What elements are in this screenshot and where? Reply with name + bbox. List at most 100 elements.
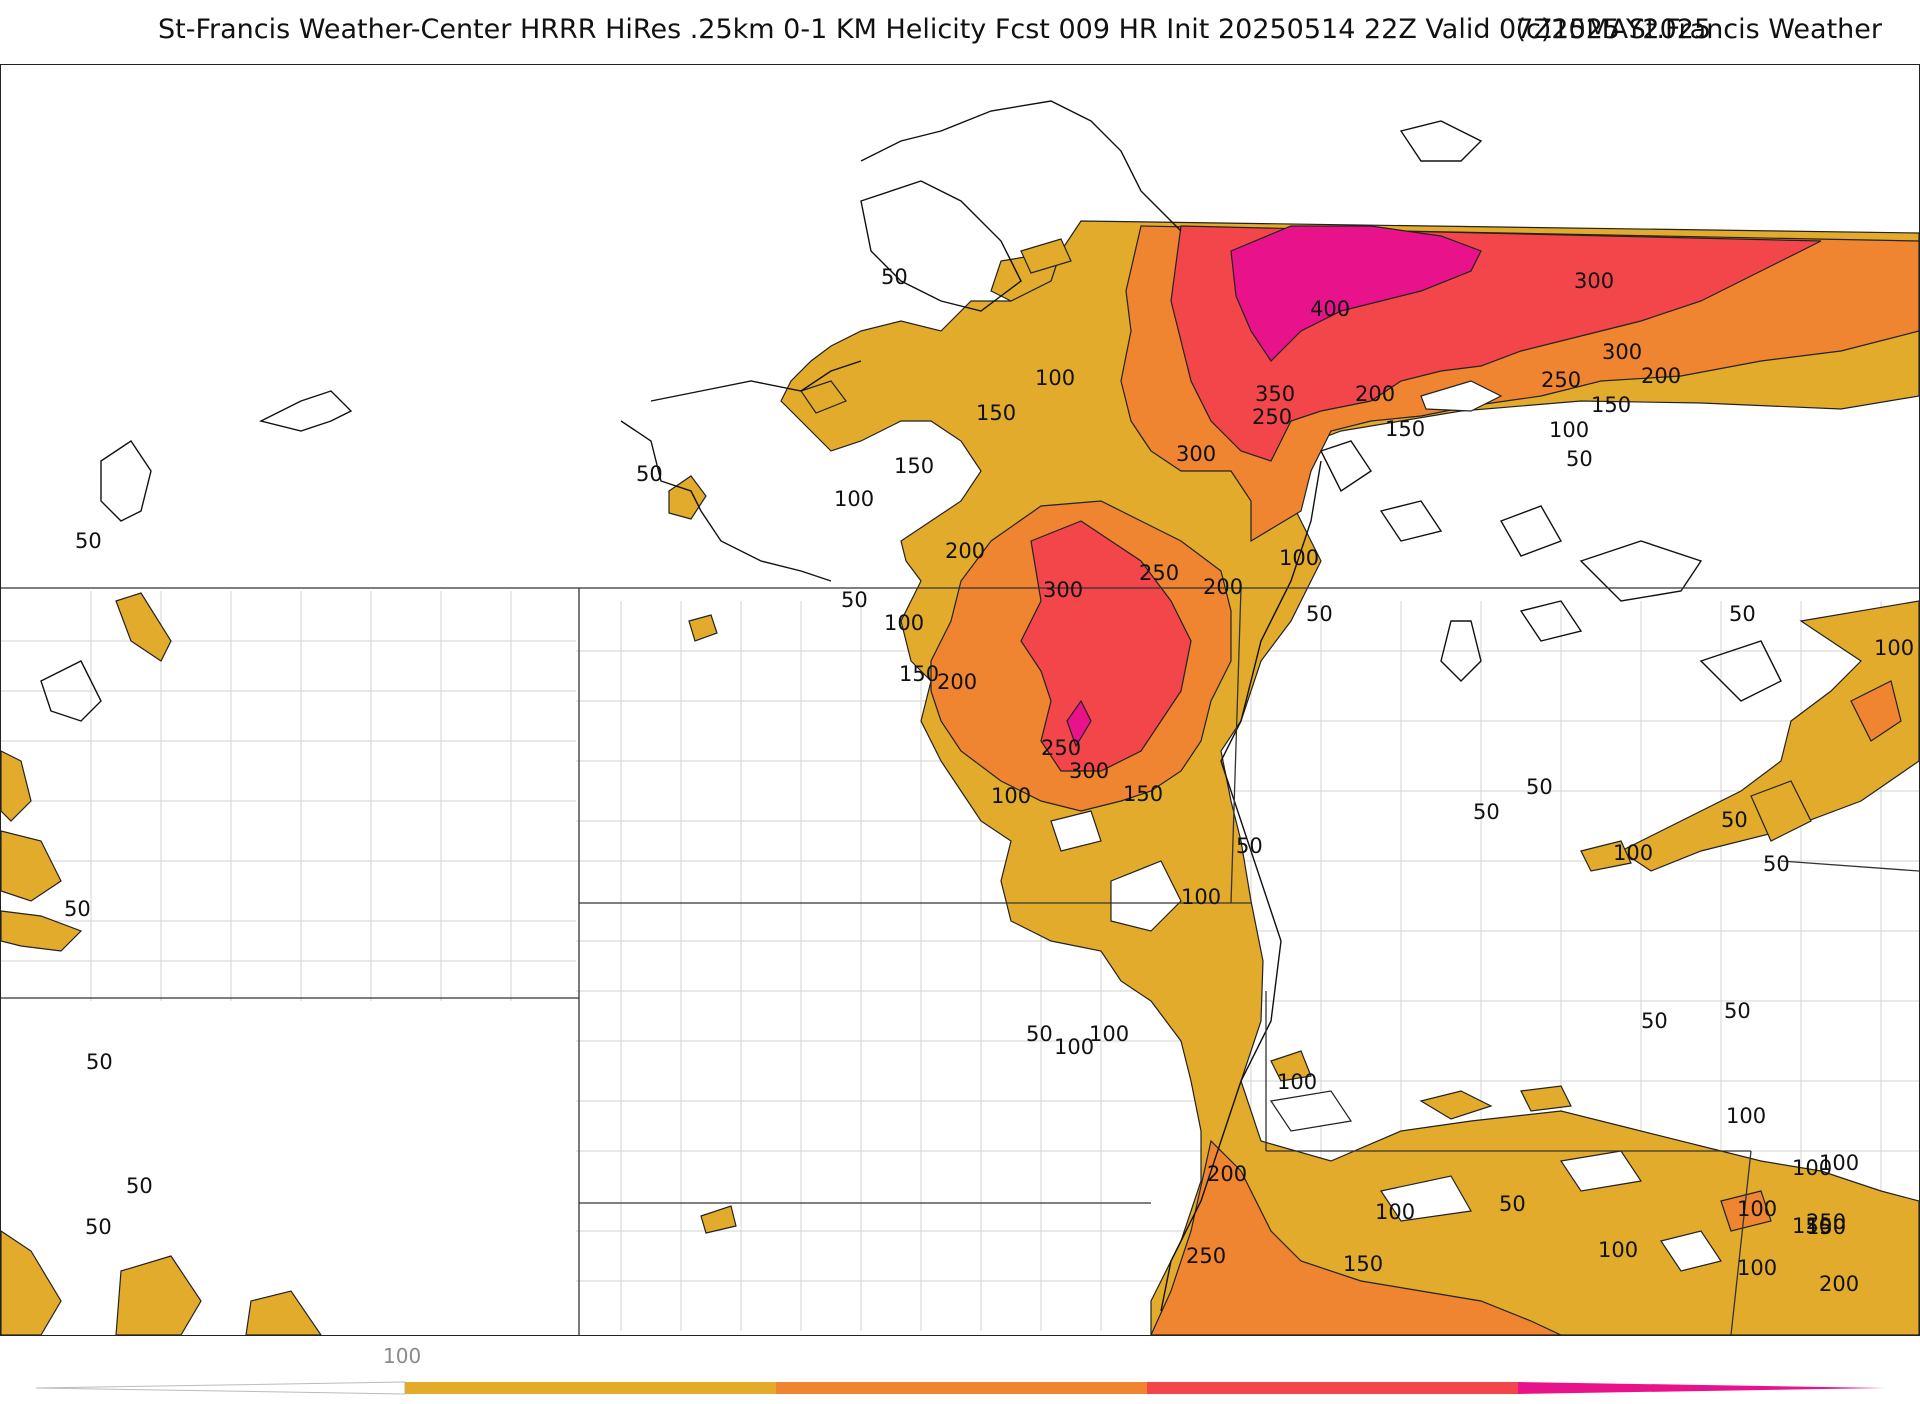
contour-label: 250 xyxy=(1139,561,1179,585)
contour-label: 50 xyxy=(1729,602,1756,626)
fill-level-1-blob xyxy=(1270,1050,1312,1082)
contour-label: 300 xyxy=(1574,269,1614,293)
contour-label: 100 xyxy=(1549,418,1589,442)
color-legend: 100 xyxy=(0,1340,1920,1400)
contour-label: 50 xyxy=(1473,800,1500,824)
helicity-fill xyxy=(1,220,1919,1335)
legend-low-triangle xyxy=(35,1381,406,1395)
helicity-map: 50 50 50 50 50 50 50 50 50 50 50 50 50 5… xyxy=(0,64,1920,1336)
contour-label: 200 xyxy=(945,539,985,563)
contour-label: 100 xyxy=(1792,1156,1832,1180)
contour-label: 150 xyxy=(1123,782,1163,806)
contour-label: 50 xyxy=(636,462,663,486)
contour-label: 150 xyxy=(1343,1252,1383,1276)
coastlines xyxy=(40,100,1782,1312)
fill-level-1-main xyxy=(780,220,1919,1335)
contour-label: 100 xyxy=(1035,366,1075,390)
contour-label: 250 xyxy=(1541,368,1581,392)
contour-label: 150 xyxy=(899,662,939,686)
contour-label: 100 xyxy=(1375,1200,1415,1224)
contour-label: 300 xyxy=(1602,340,1642,364)
contour-label: 50 xyxy=(1721,808,1748,832)
contour-label: 50 xyxy=(1499,1192,1526,1216)
contour-label: 250 xyxy=(1041,736,1081,760)
contour-label: 50 xyxy=(1641,1009,1668,1033)
fill-level-1-blob xyxy=(1,750,32,822)
fill-level-1-blob xyxy=(1750,780,1812,842)
fill-level-1-blob xyxy=(1580,840,1632,872)
fill-level-2-south xyxy=(1150,1139,1562,1335)
legend-level-4-triangle xyxy=(1518,1382,1885,1394)
contour-label: 100 xyxy=(1181,885,1221,909)
fill-level-4-spot xyxy=(1066,699,1092,748)
contour-label: 50 xyxy=(1236,834,1263,858)
contour-label: 200 xyxy=(1355,382,1395,406)
legend-level-2 xyxy=(776,1382,1147,1394)
contour-label: 50 xyxy=(1763,852,1790,876)
legend-bar xyxy=(35,1381,1885,1395)
contour-label: 200 xyxy=(937,670,977,694)
contour-label: 250 xyxy=(1806,1210,1846,1234)
contour-label: 50 xyxy=(1026,1022,1053,1046)
fill-level-1-blob xyxy=(1,1230,62,1335)
map-canvas: 50 50 50 50 50 50 50 50 50 50 50 50 50 5… xyxy=(1,100,1919,1335)
fill-level-1-blob xyxy=(800,380,847,414)
contour-label: 50 xyxy=(1306,602,1333,626)
fill-level-1-blob xyxy=(668,475,707,520)
contour-label: 150 xyxy=(1591,393,1631,417)
fill-level-1-blob xyxy=(688,614,718,642)
contour-label: 200 xyxy=(1819,1272,1859,1296)
contour-label: 100 xyxy=(1874,636,1914,660)
contour-label: 250 xyxy=(1252,405,1292,429)
contour-label: 50 xyxy=(841,588,868,612)
legend-level-3 xyxy=(1147,1382,1518,1394)
contour-label: 200 xyxy=(1207,1162,1247,1186)
contour-label: 50 xyxy=(1724,999,1751,1023)
contour-label: 400 xyxy=(1310,297,1350,321)
contour-label: 50 xyxy=(85,1215,112,1239)
contour-label: 100 xyxy=(1613,841,1653,865)
contour-label: 150 xyxy=(1792,1214,1832,1238)
contour-labels: 50 50 50 50 50 50 50 50 50 50 50 50 50 5… xyxy=(64,265,1914,1296)
fill-level-1-blob xyxy=(700,1205,737,1234)
contour-label: 150 xyxy=(894,454,934,478)
fill-level-1-blob xyxy=(115,1255,202,1335)
fill-level-1-blob xyxy=(245,1290,322,1335)
map-title: St-Francis Weather-Center HRRR HiRes .25… xyxy=(158,14,1712,45)
contour-label: 100 xyxy=(834,487,874,511)
fill-level-1-blob xyxy=(1,910,83,952)
contour-label: 50 xyxy=(86,1050,113,1074)
contour-label: 150 xyxy=(1385,417,1425,441)
contour-label: 250 xyxy=(1186,1244,1226,1268)
fill-level-1-blob xyxy=(1520,1085,1572,1112)
contour-label: 100 xyxy=(1598,1238,1638,1262)
contour-label: 50 xyxy=(64,897,91,921)
contour-label: 100 xyxy=(884,611,924,635)
legend-level-1 xyxy=(405,1382,776,1394)
copyright-text: (c)2025 St.Francis Weather xyxy=(1515,14,1882,45)
fill-level-4-core xyxy=(1230,225,1482,362)
state-boundaries xyxy=(1,587,1919,1335)
contour-label: 100 xyxy=(1737,1256,1777,1280)
contour-label: 300 xyxy=(1043,578,1083,602)
fill-level-2-blob xyxy=(1850,680,1902,742)
contour-label: 50 xyxy=(75,529,102,553)
fill-level-1-blob xyxy=(115,592,172,662)
contour-label: 200 xyxy=(1641,364,1681,388)
contour-label: 350 xyxy=(1255,382,1295,406)
contour-label: 300 xyxy=(1176,442,1216,466)
contour-label: 100 xyxy=(991,784,1031,808)
map-title-bar: St-Francis Weather-Center HRRR HiRes .25… xyxy=(0,14,1920,54)
contour-label: 100 xyxy=(1726,1104,1766,1128)
contour-label: 200 xyxy=(1203,575,1243,599)
fill-holes xyxy=(1050,380,1722,1272)
contour-label: 150 xyxy=(976,401,1016,425)
legend-tick-label: 100 xyxy=(383,1344,422,1368)
contour-label: 50 xyxy=(1566,447,1593,471)
contour-label: 100 xyxy=(1089,1022,1129,1046)
contour-label: 50 xyxy=(126,1174,153,1198)
contour-label: 100 xyxy=(1737,1197,1777,1221)
fill-level-1-blob xyxy=(1,830,62,902)
contour-label: 150 xyxy=(1806,1215,1846,1239)
contour-label: 100 xyxy=(1277,1070,1317,1094)
